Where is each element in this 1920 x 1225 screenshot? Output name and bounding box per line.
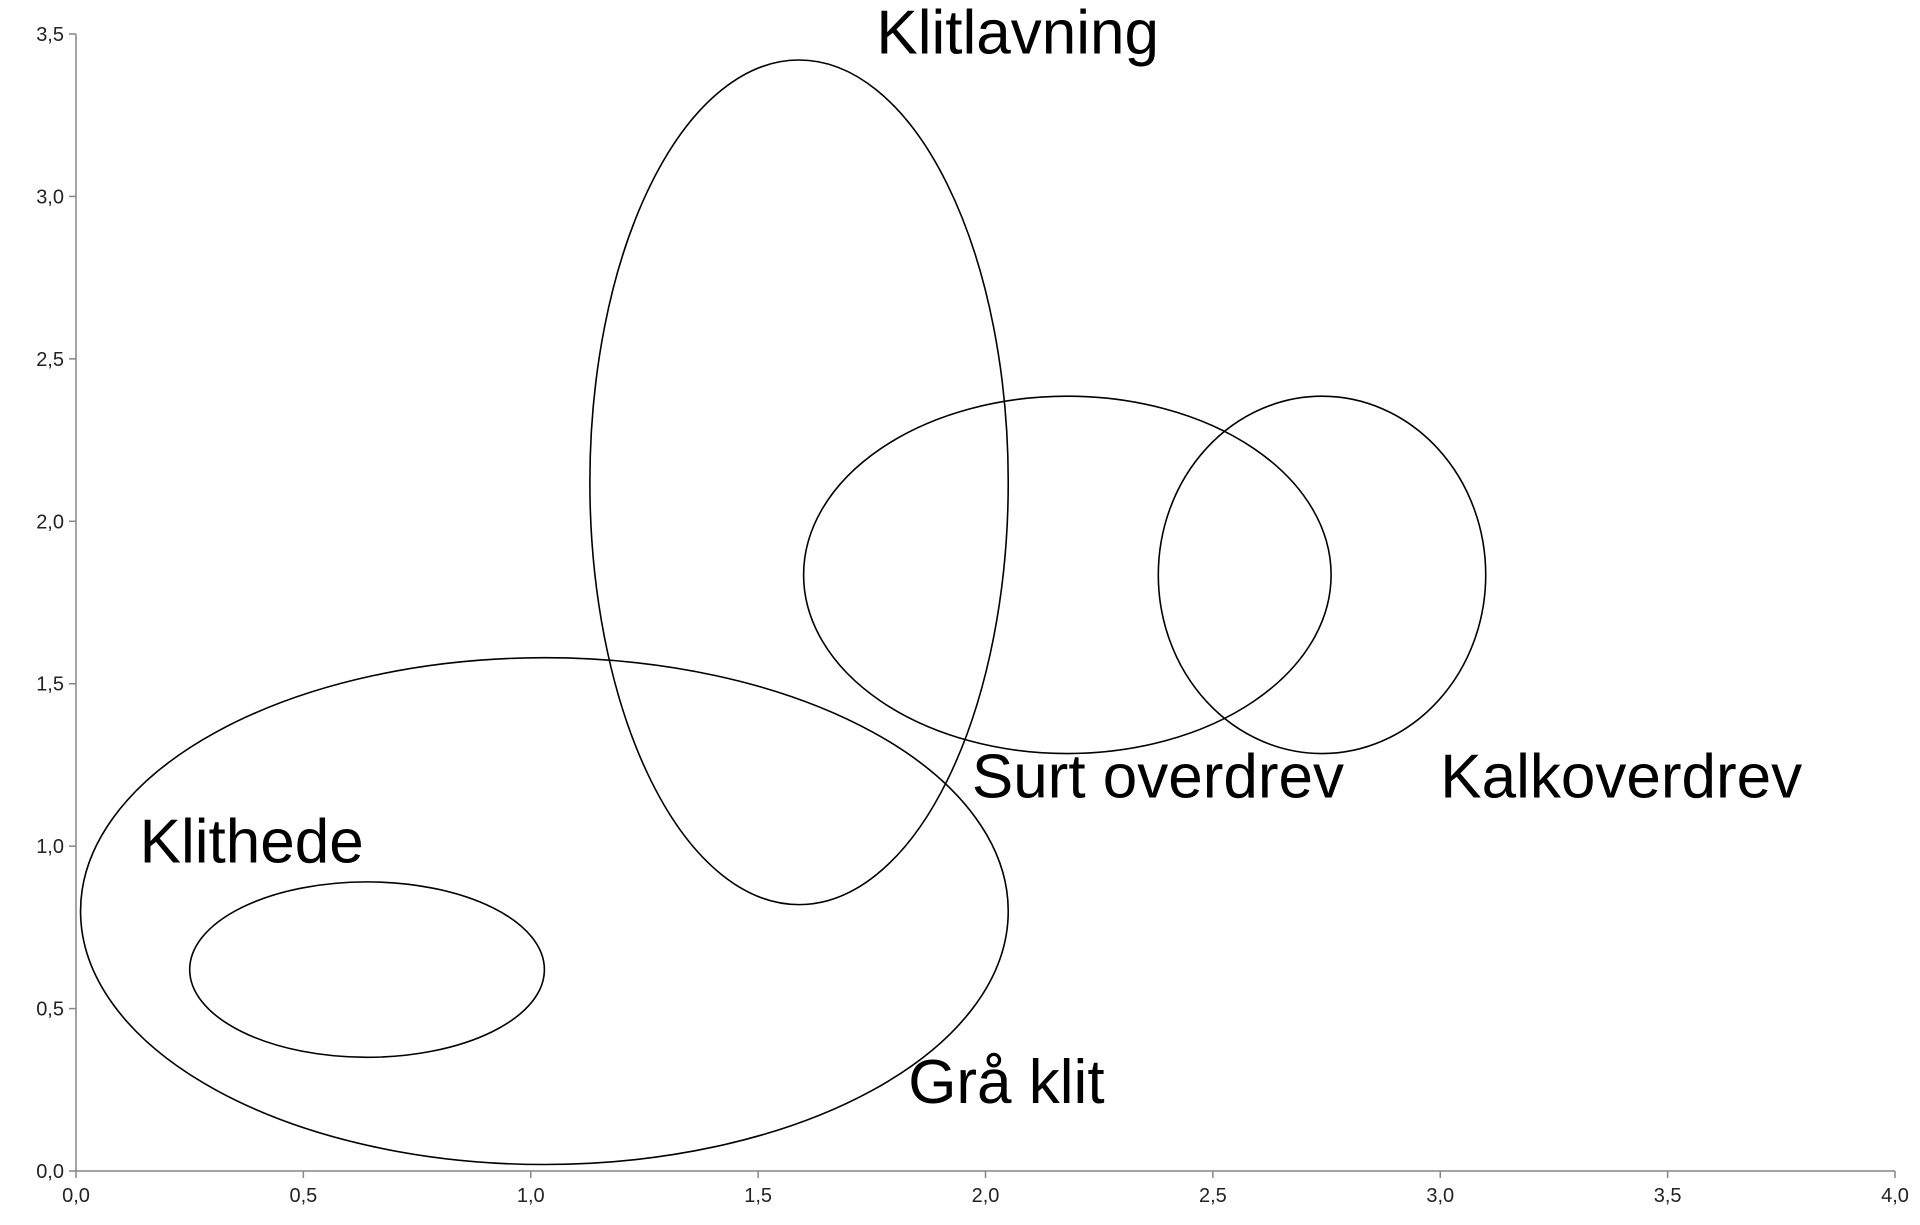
- y-tick-label: 1,5: [36, 674, 64, 696]
- annotation: Klithede: [140, 807, 364, 876]
- x-tick-label: 2,5: [1199, 1185, 1227, 1207]
- ellipse: [1157, 395, 1487, 755]
- x-tick-label: 2,0: [972, 1185, 1000, 1207]
- y-tick-label: 0,5: [36, 999, 64, 1021]
- annotation: Surt overdrev: [972, 742, 1344, 811]
- y-tick-label: 3,5: [36, 24, 64, 46]
- y-tick-label: 1,0: [36, 836, 64, 858]
- annotation: Klitlavning: [876, 0, 1159, 67]
- x-tick-label: 1,0: [517, 1185, 545, 1207]
- x-tick-label: 0,5: [289, 1185, 317, 1207]
- x-tick-label: 0,0: [62, 1185, 90, 1207]
- y-tick-label: 0,0: [36, 1161, 64, 1183]
- ellipse: [188, 881, 546, 1059]
- ellipse: [79, 656, 1010, 1166]
- y-tick-label: 2,0: [36, 511, 64, 533]
- x-tick-label: 3,5: [1654, 1185, 1682, 1207]
- x-tick-label: 3,0: [1426, 1185, 1454, 1207]
- x-tick-label: 1,5: [744, 1185, 772, 1207]
- annotation: Grå klit: [908, 1048, 1104, 1117]
- y-tick-label: 2,5: [36, 349, 64, 371]
- annotation: Kalkoverdrev: [1440, 742, 1802, 811]
- x-tick-label: 4,0: [1881, 1185, 1909, 1207]
- y-tick-label: 3,0: [36, 186, 64, 208]
- ellipse: [589, 59, 1010, 906]
- ellipse: [802, 395, 1332, 755]
